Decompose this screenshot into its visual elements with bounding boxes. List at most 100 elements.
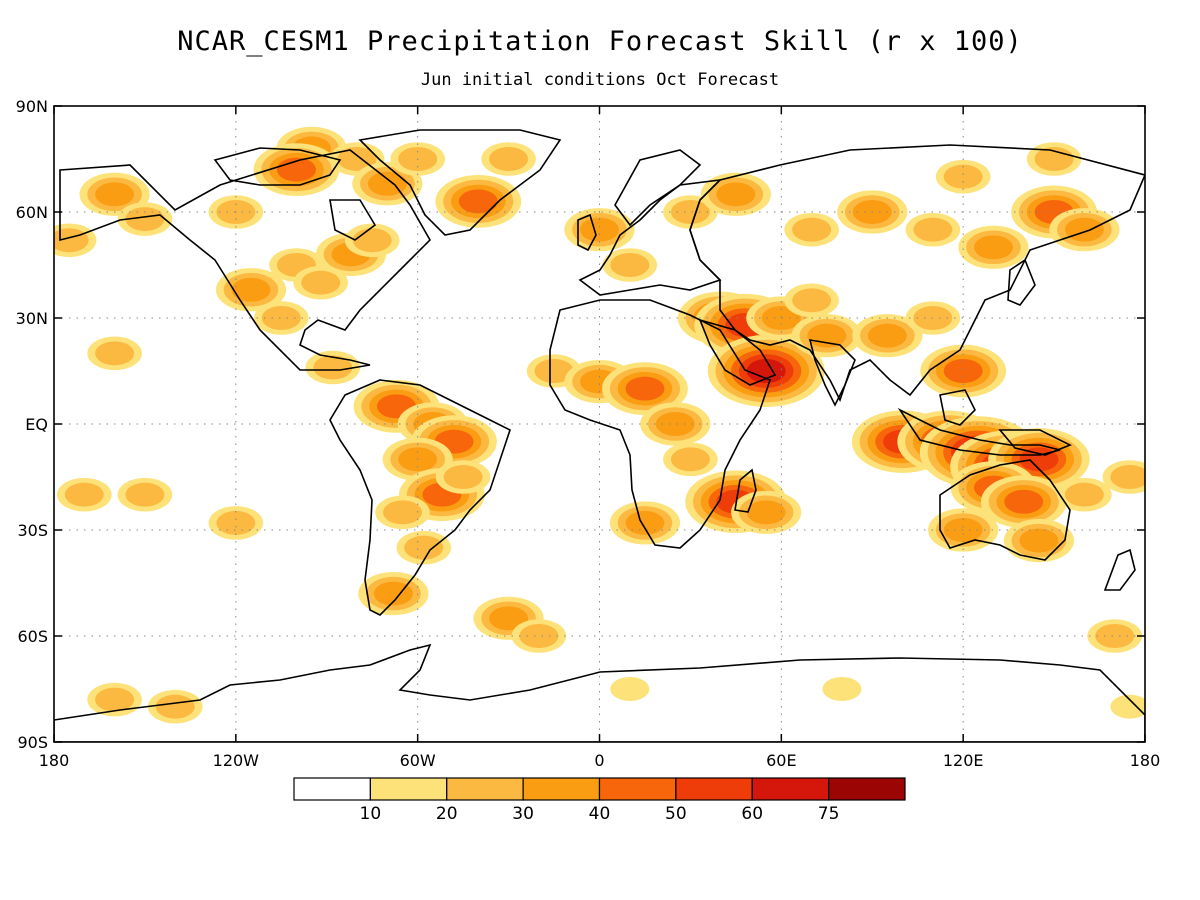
coast-new-zealand [1103, 548, 1136, 591]
lat-label: 90N [16, 97, 48, 116]
colorbar-swatch [369, 777, 448, 801]
skill-region-29 [95, 341, 135, 366]
coast-new-guinea [998, 429, 1072, 456]
coast-hudson-bay [329, 199, 377, 241]
skill-region-32 [216, 510, 256, 535]
lon-label: 60W [400, 751, 436, 770]
colorbar-swatch [446, 777, 524, 801]
skill-region-28 [519, 624, 559, 648]
skill-region-40 [746, 500, 786, 525]
skill-region-75 [95, 687, 135, 712]
skill-region-16 [301, 270, 341, 295]
skill-region-12 [231, 277, 271, 302]
coast-arctic-islands [213, 147, 342, 186]
lat-label: 30S [17, 521, 48, 540]
lon-label: 180 [1130, 751, 1161, 770]
skill-shading [54, 126, 1145, 724]
coast-scandinavia [614, 149, 702, 227]
coast-indonesia [897, 407, 1061, 456]
skill-region-49 [670, 200, 710, 224]
skill-region-8 [125, 207, 165, 232]
skill-region-24 [443, 465, 483, 489]
skill-region-23 [383, 500, 423, 525]
skill-region-7 [95, 182, 135, 207]
colorbar-swatch [751, 777, 830, 801]
colorbar-swatch [522, 777, 601, 801]
skill-region-70 [1019, 528, 1059, 553]
colorbar-swatch [828, 777, 906, 801]
colorbar-swatch [675, 777, 753, 801]
skill-region-45 [807, 323, 847, 348]
skill-region-1 [337, 147, 377, 171]
skill-region-73 [1095, 624, 1135, 648]
colorbar-label: 10 [360, 804, 382, 824]
skill-region-37 [670, 447, 710, 472]
skill-region-54 [973, 235, 1013, 260]
lat-label: 30N [16, 309, 48, 328]
skill-region-74 [155, 694, 195, 719]
skill-region-71 [1064, 482, 1104, 507]
coast-japan [1007, 258, 1036, 306]
skill-region-36 [655, 412, 695, 436]
lon-label: 0 [594, 751, 604, 770]
skill-region-46 [792, 288, 832, 313]
coast-asia [689, 144, 1145, 403]
coastlines [54, 129, 1145, 742]
skill-region-25 [404, 535, 444, 560]
coast-north-america [59, 149, 431, 371]
colorbar-label: 75 [818, 804, 840, 824]
skill-region-30 [125, 482, 165, 507]
skill-region-38 [625, 510, 665, 535]
colorbar-swatch [598, 777, 677, 801]
colorbar-label: 20 [436, 804, 458, 824]
skill-region-48 [580, 217, 619, 242]
skill-region-61 [943, 359, 983, 383]
skill-region-6 [489, 147, 529, 171]
skill-region-27 [489, 606, 529, 631]
coast-south-america [329, 379, 511, 616]
colorbar-label: 30 [512, 804, 534, 824]
lon-label: 180 [39, 751, 70, 770]
skill-region-51 [792, 217, 832, 242]
skill-region-17 [313, 355, 353, 380]
lat-label: 60S [17, 627, 48, 646]
coast-madagascar [734, 468, 757, 513]
skill-region-53 [913, 217, 953, 242]
gridlines [54, 106, 1145, 742]
lat-label: 60N [16, 203, 48, 222]
skill-region-31 [64, 482, 104, 507]
coast-antarctica [54, 643, 1145, 742]
lat-label: EQ [25, 415, 48, 434]
lon-label: 120W [213, 751, 260, 770]
coast-borneo [939, 389, 976, 426]
colorbar-label: 50 [665, 804, 687, 824]
lon-label: 120E [943, 751, 984, 770]
skill-region-76 [822, 677, 862, 701]
skill-region-35 [625, 376, 665, 401]
skill-region-47 [610, 253, 650, 277]
coast-australia [939, 459, 1071, 561]
coast-uk [577, 213, 597, 252]
skill-region-72 [1110, 465, 1145, 489]
colorbar: 10 20 30 40 50 60 75 [293, 777, 906, 824]
skill-region-68 [1004, 489, 1044, 514]
skill-region-57 [943, 164, 983, 189]
skill-region-77 [610, 677, 650, 701]
coast-greenland [358, 129, 562, 236]
map-title: NCAR_CESM1 Precipitation Forecast Skill … [177, 26, 1023, 57]
lon-label: 60E [766, 751, 796, 770]
skill-region-9 [54, 228, 89, 253]
skill-region-59 [867, 323, 907, 348]
skill-region-69 [943, 518, 983, 542]
colorbar-label: 60 [741, 804, 763, 824]
skill-region-5 [458, 189, 498, 214]
skill-region-78 [1110, 694, 1145, 719]
skill-region-56 [1064, 217, 1104, 242]
skill-region-3 [367, 171, 407, 196]
skill-region-26 [373, 581, 413, 606]
colorbar-label: 40 [589, 804, 611, 824]
skill-region-13 [261, 306, 301, 330]
skill-region-44 [761, 306, 801, 330]
